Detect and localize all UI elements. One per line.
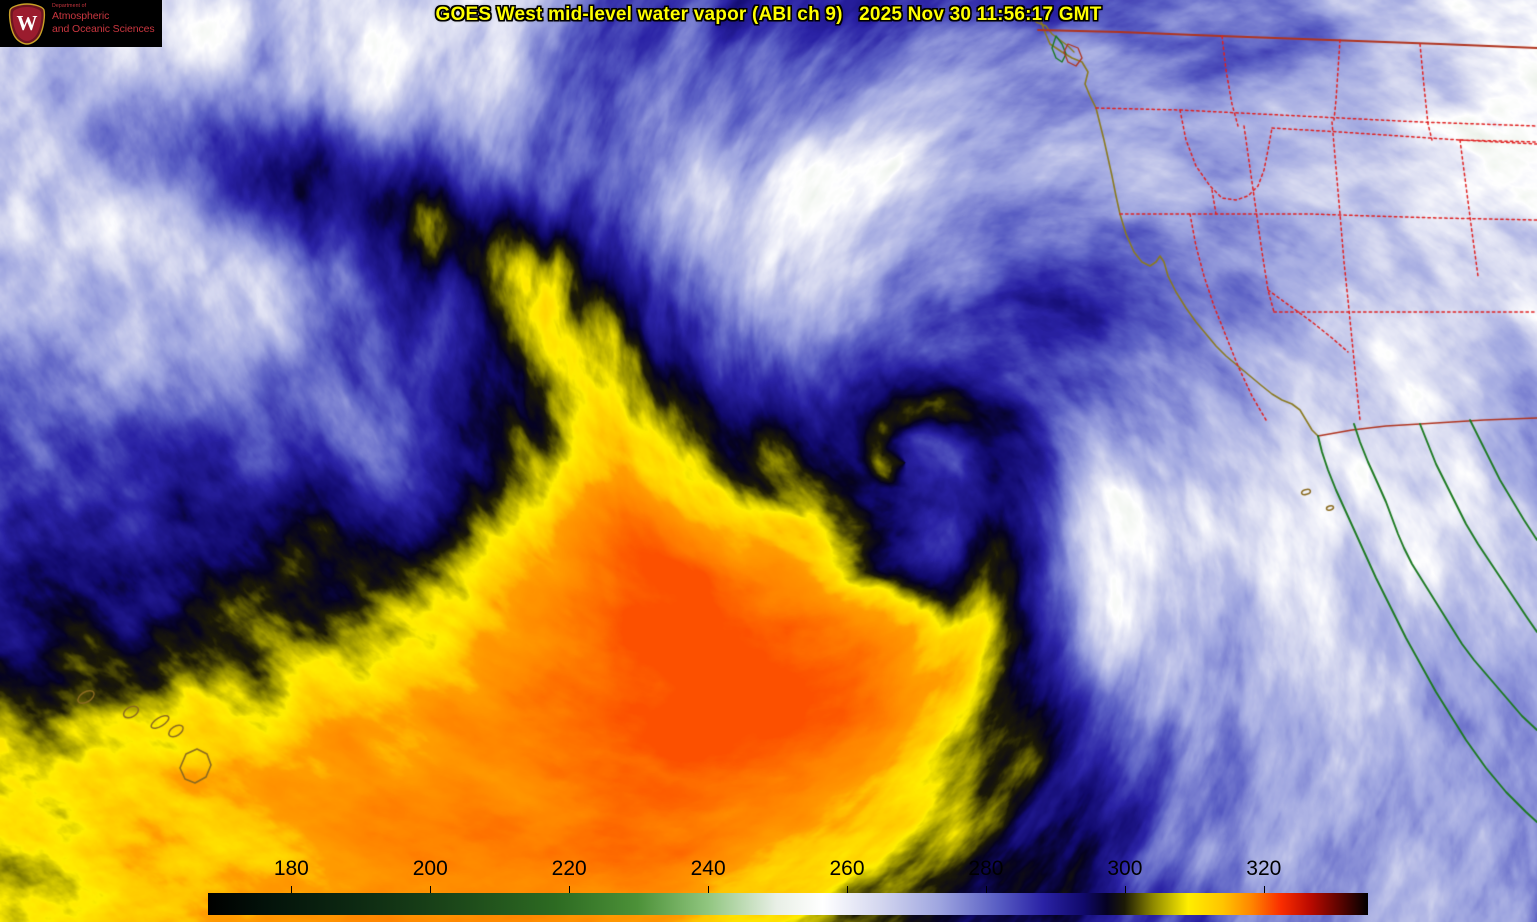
logo-line-1: Atmospheric (52, 10, 110, 23)
colorbar[interactable] (208, 893, 1368, 915)
uw-crest-icon: W (8, 3, 46, 45)
logo-line-2: and Oceanic Sciences (52, 23, 155, 36)
logo-department-prefix: Department of (52, 3, 87, 9)
svg-text:W: W (17, 11, 38, 35)
logo-text-block: Department of Atmospheric and Oceanic Sc… (52, 3, 160, 36)
institution-logo[interactable]: W Department of Atmospheric and Oceanic … (0, 0, 162, 47)
